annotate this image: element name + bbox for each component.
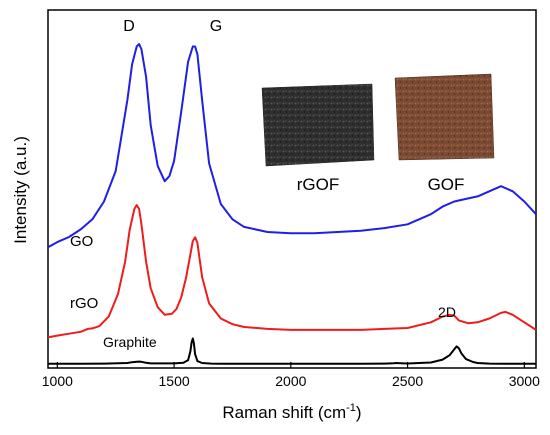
rgof-label: rGOF	[297, 175, 340, 194]
x-tick-label-2500: 2500	[392, 373, 423, 389]
annotation-2d: 2D	[438, 304, 456, 320]
x-axis-ticks: 1000 1500 2000 2500 3000	[42, 362, 540, 389]
series-label-graphite: Graphite	[103, 334, 157, 350]
annotation-d: D	[123, 18, 135, 35]
series-line-rgo	[47, 204, 537, 339]
inset-photos: rGOF GOF	[261, 73, 495, 194]
series-layer	[47, 43, 537, 365]
x-axis-label: Raman shift (cm-1)	[222, 402, 361, 422]
x-tick-label-1500: 1500	[159, 373, 190, 389]
x-tick-label-1000: 1000	[42, 373, 73, 389]
gof-photo	[394, 73, 495, 161]
series-label-rgo: rGO	[70, 295, 98, 312]
plot-frame	[47, 9, 537, 369]
x-tick-label-2000: 2000	[275, 373, 306, 389]
rgof-photo	[261, 83, 375, 167]
annotation-g: G	[210, 18, 222, 35]
gof-label: GOF	[428, 175, 465, 194]
series-line-go	[47, 43, 537, 249]
x-tick-label-3000: 3000	[509, 373, 540, 389]
series-label-go: GO	[70, 233, 93, 250]
series-line-graphite	[48, 337, 536, 365]
y-axis-label: Intensity (a.u.)	[11, 136, 30, 244]
